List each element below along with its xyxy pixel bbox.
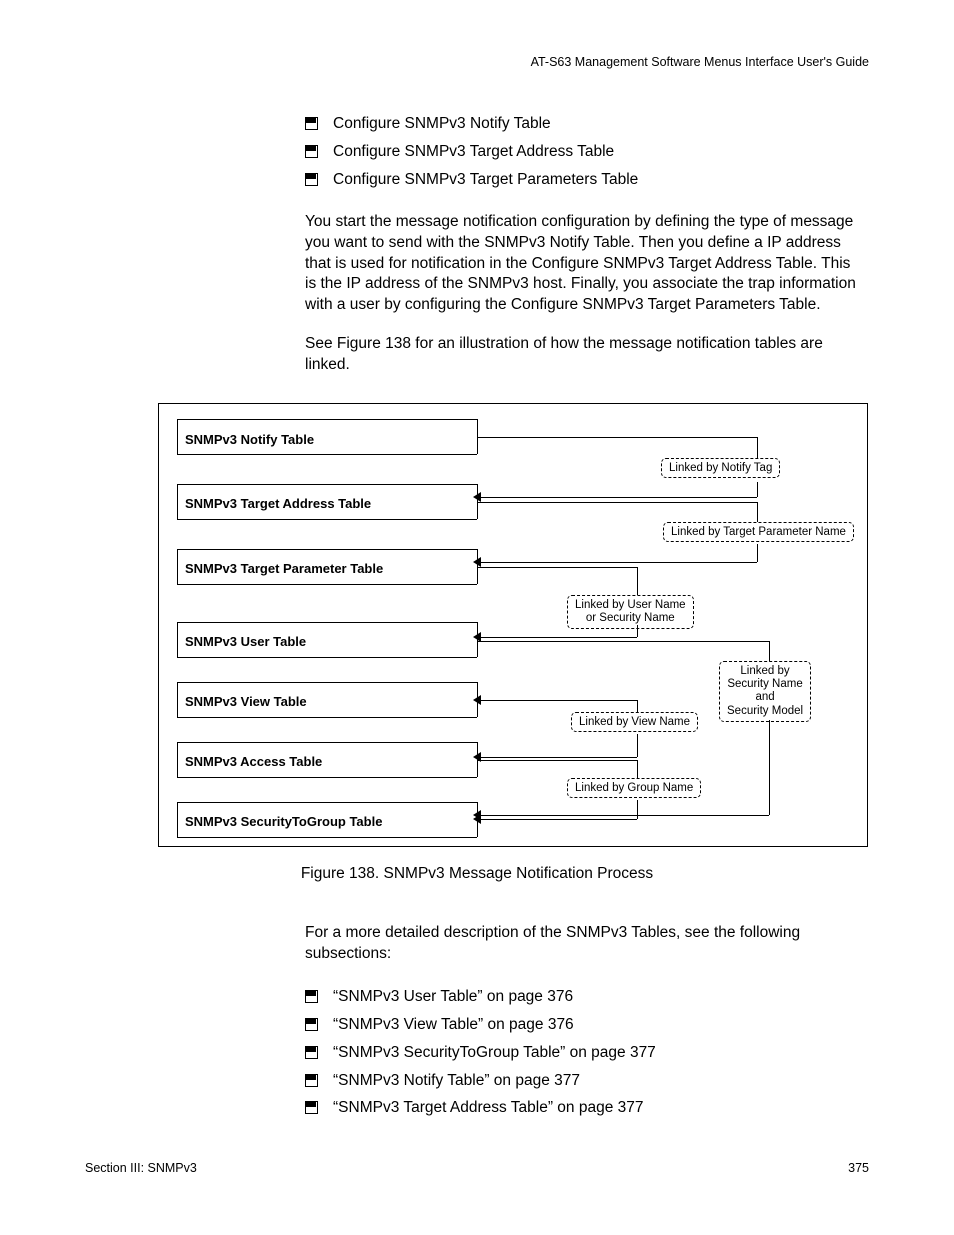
list-item: “SNMPv3 Notify Table” on page 377 xyxy=(305,1067,865,1095)
footer-page-number: 375 xyxy=(848,1161,869,1175)
lower-bullet-list: “SNMPv3 User Table” on page 376 “SNMPv3 … xyxy=(305,983,865,1122)
figure-caption: Figure 138. SNMPv3 Message Notification … xyxy=(0,865,954,883)
footer-section: Section III: SNMPv3 xyxy=(85,1161,197,1175)
paragraph: For a more detailed description of the S… xyxy=(305,923,865,965)
list-item: “SNMPv3 User Table” on page 376 xyxy=(305,983,865,1011)
diagram: SNMPv3 Notify Table Linked by Notify Tag… xyxy=(158,403,868,847)
table-target-param: SNMPv3 Target Parameter Table xyxy=(185,561,383,576)
table-target-addr: SNMPv3 Target Address Table xyxy=(185,496,371,511)
table-user: SNMPv3 User Table xyxy=(185,634,306,649)
list-item: “SNMPv3 View Table” on page 376 xyxy=(305,1011,865,1039)
link-security-name: Linked by Security Name and Security Mod… xyxy=(719,661,811,722)
link-user-name: Linked by User Name or Security Name xyxy=(567,595,694,629)
page-header: AT-S63 Management Software Menus Interfa… xyxy=(531,55,869,69)
link-view-name: Linked by View Name xyxy=(571,712,698,732)
list-item: Configure SNMPv3 Target Parameters Table xyxy=(305,166,865,194)
link-group-name: Linked by Group Name xyxy=(567,778,701,798)
list-item: Configure SNMPv3 Notify Table xyxy=(305,110,865,138)
link-notify-tag: Linked by Notify Tag xyxy=(661,458,780,478)
top-bullet-list: Configure SNMPv3 Notify Table Configure … xyxy=(305,110,865,194)
paragraph: See Figure 138 for an illustration of ho… xyxy=(305,334,865,376)
content-lower: For a more detailed description of the S… xyxy=(305,905,865,1122)
link-target-param: Linked by Target Parameter Name xyxy=(663,522,854,542)
table-notify: SNMPv3 Notify Table xyxy=(185,432,314,447)
list-item: Configure SNMPv3 Target Address Table xyxy=(305,138,865,166)
table-view: SNMPv3 View Table xyxy=(185,694,307,709)
table-access: SNMPv3 Access Table xyxy=(185,754,322,769)
list-item: “SNMPv3 Target Address Table” on page 37… xyxy=(305,1094,865,1122)
content-top: Configure SNMPv3 Notify Table Configure … xyxy=(305,110,865,394)
table-sec-group: SNMPv3 SecurityToGroup Table xyxy=(185,814,382,829)
paragraph: You start the message notification confi… xyxy=(305,212,865,317)
page: AT-S63 Management Software Menus Interfa… xyxy=(0,0,954,1235)
list-item: “SNMPv3 SecurityToGroup Table” on page 3… xyxy=(305,1039,865,1067)
